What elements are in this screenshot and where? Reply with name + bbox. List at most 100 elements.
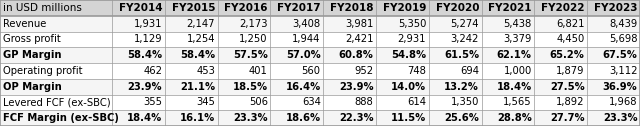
Text: 6,821: 6,821: [556, 19, 585, 29]
Bar: [482, 79, 534, 94]
Bar: [0, 32, 112, 47]
Text: 27.5%: 27.5%: [550, 82, 585, 92]
Bar: [165, 47, 218, 63]
Text: FY2022: FY2022: [541, 3, 585, 13]
Text: 23.3%: 23.3%: [603, 113, 637, 123]
Bar: [271, 16, 323, 32]
Bar: [323, 0, 376, 16]
Text: 18.5%: 18.5%: [233, 82, 268, 92]
Text: 5,274: 5,274: [451, 19, 479, 29]
Bar: [218, 32, 271, 47]
Text: 694: 694: [460, 66, 479, 76]
Text: 60.8%: 60.8%: [339, 50, 374, 60]
Bar: [376, 32, 429, 47]
Bar: [482, 16, 534, 32]
Bar: [588, 32, 640, 47]
Text: 58.4%: 58.4%: [127, 50, 163, 60]
Text: 1,892: 1,892: [556, 97, 585, 107]
Text: 3,242: 3,242: [451, 34, 479, 44]
Text: FY2014: FY2014: [118, 3, 163, 13]
Text: 1,931: 1,931: [134, 19, 163, 29]
Text: 2,173: 2,173: [239, 19, 268, 29]
Bar: [534, 110, 588, 126]
Text: 453: 453: [196, 66, 215, 76]
Text: 634: 634: [302, 97, 321, 107]
Text: Operating profit: Operating profit: [3, 66, 82, 76]
Bar: [0, 94, 112, 110]
Bar: [0, 79, 112, 94]
Bar: [271, 110, 323, 126]
Text: 1,879: 1,879: [556, 66, 585, 76]
Text: 345: 345: [196, 97, 215, 107]
Bar: [482, 94, 534, 110]
Bar: [376, 110, 429, 126]
Text: 5,438: 5,438: [504, 19, 532, 29]
Text: 888: 888: [355, 97, 374, 107]
Text: 614: 614: [407, 97, 426, 107]
Text: FY2017: FY2017: [277, 3, 321, 13]
Text: OP Margin: OP Margin: [3, 82, 61, 92]
Text: Levered FCF (ex-SBC): Levered FCF (ex-SBC): [3, 97, 110, 107]
Bar: [271, 47, 323, 63]
Bar: [218, 79, 271, 94]
Bar: [165, 79, 218, 94]
Text: 2,421: 2,421: [345, 34, 374, 44]
Text: 18.4%: 18.4%: [497, 82, 532, 92]
Text: 1,129: 1,129: [134, 34, 163, 44]
Bar: [165, 63, 218, 79]
Bar: [112, 94, 165, 110]
Text: FY2016: FY2016: [225, 3, 268, 13]
Text: 18.4%: 18.4%: [127, 113, 163, 123]
Text: 18.6%: 18.6%: [285, 113, 321, 123]
Text: Gross profit: Gross profit: [3, 34, 60, 44]
Text: 16.4%: 16.4%: [285, 82, 321, 92]
Bar: [376, 16, 429, 32]
Text: 2,147: 2,147: [186, 19, 215, 29]
Text: 21.1%: 21.1%: [180, 82, 215, 92]
Bar: [376, 79, 429, 94]
Bar: [429, 79, 482, 94]
Bar: [218, 94, 271, 110]
Text: FY2023: FY2023: [594, 3, 637, 13]
Bar: [588, 16, 640, 32]
Text: in USD millions: in USD millions: [3, 3, 81, 13]
Bar: [218, 47, 271, 63]
Bar: [112, 63, 165, 79]
Text: 23.3%: 23.3%: [233, 113, 268, 123]
Bar: [534, 79, 588, 94]
Text: Revenue: Revenue: [3, 19, 46, 29]
Bar: [165, 0, 218, 16]
Text: 25.6%: 25.6%: [444, 113, 479, 123]
Bar: [165, 32, 218, 47]
Bar: [0, 16, 112, 32]
Bar: [429, 47, 482, 63]
Text: 23.9%: 23.9%: [127, 82, 163, 92]
Bar: [0, 47, 112, 63]
Text: 1,254: 1,254: [186, 34, 215, 44]
Text: 506: 506: [249, 97, 268, 107]
Bar: [323, 32, 376, 47]
Bar: [0, 0, 112, 16]
Text: 4,450: 4,450: [556, 34, 585, 44]
Text: 401: 401: [249, 66, 268, 76]
Bar: [165, 16, 218, 32]
Bar: [112, 110, 165, 126]
Text: 3,408: 3,408: [292, 19, 321, 29]
Text: 2,931: 2,931: [397, 34, 426, 44]
Bar: [588, 0, 640, 16]
Text: 57.5%: 57.5%: [233, 50, 268, 60]
Bar: [534, 0, 588, 16]
Text: 1,968: 1,968: [609, 97, 637, 107]
Text: FCF Margin (ex-SBC): FCF Margin (ex-SBC): [3, 113, 118, 123]
Text: GP Margin: GP Margin: [3, 50, 61, 60]
Bar: [534, 32, 588, 47]
Bar: [271, 63, 323, 79]
Bar: [429, 94, 482, 110]
Bar: [482, 47, 534, 63]
Bar: [218, 63, 271, 79]
Bar: [376, 47, 429, 63]
Text: 58.4%: 58.4%: [180, 50, 215, 60]
Text: 1,000: 1,000: [504, 66, 532, 76]
Text: 28.8%: 28.8%: [497, 113, 532, 123]
Bar: [482, 110, 534, 126]
